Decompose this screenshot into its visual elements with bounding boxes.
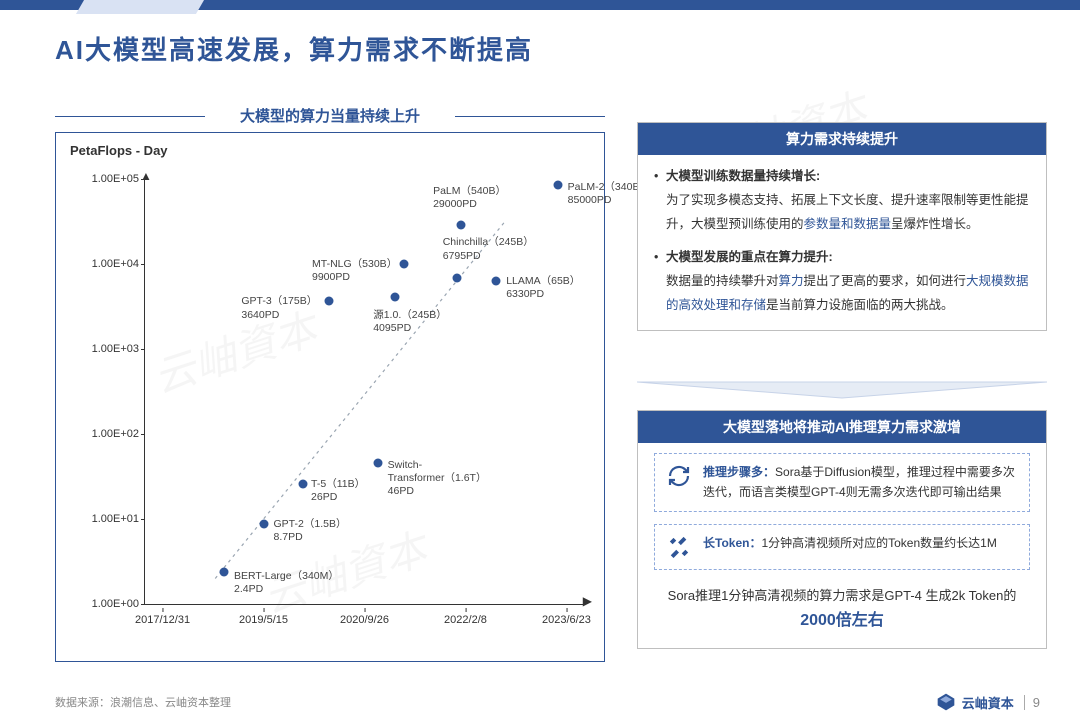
data-point — [457, 220, 466, 229]
y-arrow-icon: ▲ — [140, 169, 152, 183]
scatter-plot: ▲ ▶ 1.00E+001.00E+011.00E+021.00E+031.00… — [144, 179, 584, 605]
panel-demand-body: 大模型训练数据量持续增长: 为了实现多模态支持、拓展上下文长度、提升速率限制等更… — [638, 155, 1046, 330]
row-token-desc: 1分钟高清视频所对应的Token数量约长达1M — [761, 536, 996, 550]
point-label: LLAMA（65B）6330PD — [506, 275, 580, 301]
x-tick: 2023/6/23 — [542, 614, 591, 626]
data-point — [259, 520, 268, 529]
point-label: Chinchilla（245B）6795PD — [443, 236, 534, 262]
data-point — [299, 480, 308, 489]
y-axis-label: PetaFlops - Day — [70, 143, 590, 158]
row-token-label: 长Token： — [703, 536, 761, 550]
data-point — [220, 567, 229, 576]
point-label: T-5（11B）26PD — [311, 478, 365, 504]
bullet-1: 大模型训练数据量持续增长: 为了实现多模态支持、拓展上下文长度、提升速率限制等更… — [654, 165, 1030, 236]
bullet-1-text-b: 呈爆炸性增长。 — [891, 217, 979, 231]
data-point — [553, 180, 562, 189]
y-tick: 1.00E+02 — [67, 428, 139, 440]
row-token: 长Token：1分钟高清视频所对应的Token数量约长达1M — [654, 524, 1030, 570]
bullet-2-hl1: 算力 — [779, 274, 804, 288]
x-tick: 2017/12/31 — [135, 614, 190, 626]
chart-caption: 大模型的算力当量持续上升 — [55, 105, 605, 126]
point-label: BERT-Large（340M）2.4PD — [234, 570, 339, 596]
point-label: PaLM（540B）29000PD — [433, 185, 506, 211]
x-tick: 2019/5/15 — [239, 614, 288, 626]
row-steps-label: 推理步骤多： — [703, 465, 775, 479]
y-tick: 1.00E+01 — [67, 513, 139, 525]
row-steps-text: 推理步骤多：Sora基于Diffusion模型，推理过程中需要多次迭代，而语言类… — [703, 462, 1019, 503]
point-label: GPT-3（175B）3640PD — [241, 295, 317, 321]
y-tick: 1.00E+05 — [67, 173, 139, 185]
x-tick: 2022/2/8 — [444, 614, 487, 626]
header-accent — [76, 0, 204, 14]
footer-brand: 云岫資本 9 — [936, 692, 1040, 712]
row-steps: 推理步骤多：Sora基于Diffusion模型，推理过程中需要多次迭代，而语言类… — [654, 453, 1030, 512]
point-label: 源1.0.（245B）4095PD — [373, 309, 447, 335]
bullet-2-head: 大模型发展的重点在算力提升: — [666, 250, 833, 264]
panel-inference: 大模型落地将推动AI推理算力需求激增 推理步骤多：Sora基于Diffusion… — [637, 410, 1047, 649]
slide-title: AI大模型高速发展，算力需求不断提高 — [55, 30, 533, 67]
row-token-text: 长Token：1分钟高清视频所对应的Token数量约长达1M — [703, 533, 997, 553]
panel-demand-title: 算力需求持续提升 — [638, 123, 1046, 155]
bullet-2-text-b: 提出了更高的要求，如何进行 — [804, 274, 967, 288]
data-point — [452, 274, 461, 283]
y-tick: 1.00E+00 — [67, 598, 139, 610]
x-tick: 2020/9/26 — [340, 614, 389, 626]
bullet-2-text-c: 是当前算力设施面临的两大挑战。 — [766, 298, 954, 312]
point-label: Switch-Transformer（1.6T）46PD — [388, 459, 487, 498]
conclusion-text: Sora推理1分钟高清视频的算力需求是GPT-4 生成2k Token的 — [654, 584, 1030, 607]
conclusion: Sora推理1分钟高清视频的算力需求是GPT-4 生成2k Token的 200… — [654, 584, 1030, 636]
bullet-1-highlight: 参数量和数据量 — [804, 217, 892, 231]
panel-inference-title: 大模型落地将推动AI推理算力需求激增 — [638, 411, 1046, 443]
data-point — [391, 293, 400, 302]
page-number: 9 — [1024, 695, 1040, 710]
point-label: MT-NLG（530B）9900PD — [312, 258, 397, 284]
bullet-1-head: 大模型训练数据量持续增长: — [666, 169, 820, 183]
logo-icon — [936, 692, 956, 712]
y-tick: 1.00E+03 — [67, 343, 139, 355]
refresh-icon — [665, 462, 693, 490]
panel-inference-body: 推理步骤多：Sora基于Diffusion模型，推理过程中需要多次迭代，而语言类… — [638, 443, 1046, 648]
point-label: GPT-2（1.5B）8.7PD — [274, 518, 347, 544]
tools-icon — [665, 533, 693, 561]
chart-box: PetaFlops - Day ▲ ▶ 1.00E+001.00E+011.00… — [55, 132, 605, 662]
bullet-2-text-a: 数据量的持续攀升对 — [666, 274, 779, 288]
y-tick: 1.00E+04 — [67, 258, 139, 270]
data-point — [400, 260, 409, 269]
x-arrow-icon: ▶ — [583, 594, 592, 608]
panel-demand: 算力需求持续提升 大模型训练数据量持续增长: 为了实现多模态支持、拓展上下文长度… — [637, 122, 1047, 331]
data-point — [492, 277, 501, 286]
chart-panel: 大模型的算力当量持续上升 PetaFlops - Day ▲ ▶ 1.00E+0… — [55, 105, 605, 665]
data-source: 数据来源：浪潮信息、云岫资本整理 — [55, 694, 231, 710]
data-point — [325, 297, 334, 306]
arrow-divider — [637, 380, 1047, 400]
data-point — [373, 458, 382, 467]
bullet-2: 大模型发展的重点在算力提升: 数据量的持续攀升对算力提出了更高的要求，如何进行大… — [654, 246, 1030, 317]
conclusion-big: 2000倍左右 — [654, 607, 1030, 636]
footer-brand-text: 云岫資本 — [962, 693, 1014, 712]
